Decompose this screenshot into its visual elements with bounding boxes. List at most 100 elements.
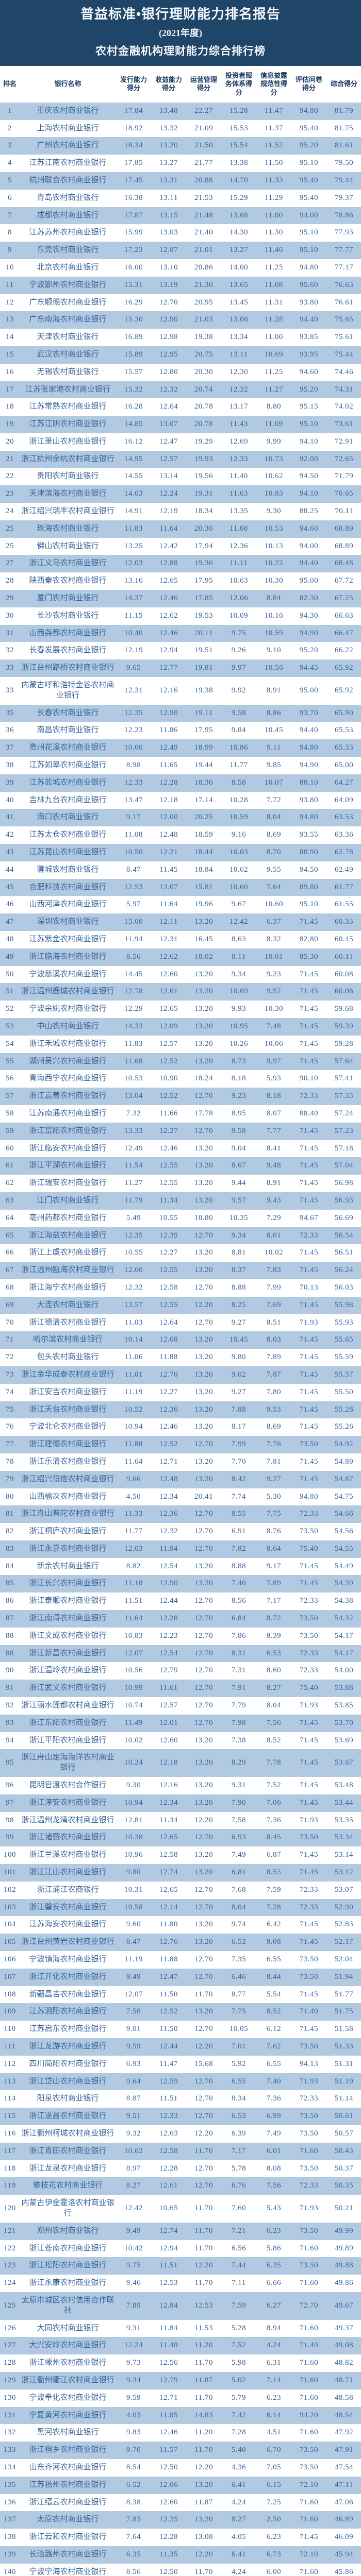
return-score-cell: 12.57: [159, 1701, 178, 1710]
return-score-cell: 13.48: [159, 106, 178, 115]
operations-score-cell: 13.20: [194, 2480, 214, 2489]
bank-name-cell: 浙江瑞安农村商业银行: [29, 1179, 107, 1188]
investor-service-score-cell: 8.25: [231, 1300, 247, 1309]
return-score-cell: 12.23: [159, 1631, 178, 1640]
investor-service-score-cell: 10.95: [229, 1022, 249, 1030]
comprehensive-score-cell: 55.59: [334, 1353, 354, 1362]
questionnaire-score-cell: 71.60: [299, 2515, 319, 2524]
investor-service-score-cell: 7.90: [231, 1798, 247, 1807]
table-row: 121 郑州农村商业银行 9.49 12.74 11.70 7.21 6.23 73.50 49…: [0, 2222, 361, 2240]
bank-name-cell: 广东南海农村商业银行: [29, 315, 107, 324]
table-row: 74 浙江安吉农村商业银行 11.19 12.27 13.20 9.27 7.80 71.45…: [0, 1383, 361, 1401]
bank-name-cell: 浙江松阳农村商业银行: [29, 2261, 107, 2270]
operations-score-cell: 12.70: [194, 2112, 214, 2121]
issuance-score-cell: 9.70: [126, 2446, 141, 2454]
rank-cell: 102: [4, 1885, 16, 1894]
operations-score-cell: 13.08: [194, 2533, 214, 2541]
table-row: 63 江门农村商业银行 11.79 11.34 13.20 9.57 9.43 71.45 56…: [0, 1192, 361, 1210]
table-row: 56 青海西宁农村商业银行 10.53 10.90 18.24 8.18 5.93 90.10…: [0, 1070, 361, 1088]
bank-name-cell: 浙江建德农村商业银行: [29, 1440, 107, 1449]
table-row: 138 浙江云和农村商业银行 7.64 12.28 13.08 4.05 6.23 71.45…: [0, 2529, 361, 2546]
questionnaire-score-cell: 93.80: [299, 795, 319, 804]
comprehensive-score-cell: 66.47: [334, 629, 354, 637]
operations-score-cell: 12.70: [194, 1885, 214, 1894]
disclosure-score-cell: 11.52: [265, 141, 283, 150]
rank-cell: 62: [6, 1179, 14, 1188]
disclosure-score-cell: 11.29: [265, 193, 283, 202]
comprehensive-score-cell: 55.28: [334, 1405, 354, 1414]
operations-score-cell: 13.20: [194, 1335, 214, 1344]
comprehensive-score-cell: 55.65: [334, 1335, 354, 1344]
issuance-score-cell: 12.24: [124, 2341, 143, 2350]
questionnaire-score-cell: 71.45: [299, 1405, 319, 1414]
issuance-score-cell: 10.83: [124, 1631, 143, 1640]
bank-name-cell: 海口农村商业银行: [37, 813, 99, 822]
issuance-score-cell: 15.89: [124, 350, 143, 359]
questionnaire-score-cell: 95.10: [299, 246, 319, 255]
questionnaire-score-cell: 94.67: [299, 1213, 319, 1222]
operations-score-cell: 11.70: [194, 2146, 213, 2155]
comprehensive-score-cell: 54.66: [334, 1510, 354, 1518]
comprehensive-score-cell: 55.26: [334, 1422, 354, 1431]
issuance-score-cell: 9.75: [126, 2261, 141, 2270]
return-score-cell: 12.61: [159, 2181, 178, 2190]
investor-service-score-cell: 7.79: [231, 1701, 247, 1710]
disclosure-score-cell: 6.01: [266, 2146, 282, 2155]
table-body: 1 重庆农村商业银行 17.84 13.48 22.27 15.28 11.47 94.80 8…: [0, 102, 361, 2576]
operations-score-cell: 11.70: [194, 2244, 213, 2252]
rank-cell: 80: [6, 1492, 14, 1501]
table-row: 88 浙江新昌农村商业银行 12.07 12.54 12.70 8.31 6.53 72.33…: [0, 1645, 361, 1663]
table-row: 4 江苏江南农村商业银行 17.85 13.27 21.77 13.38 11.50 95.1…: [0, 155, 361, 172]
issuance-score-cell: 13.47: [124, 795, 143, 804]
disclosure-score-cell: 6.66: [266, 2279, 282, 2287]
investor-service-score-cell: 8.95: [231, 1109, 247, 1117]
operations-score-cell: 13.20: [194, 1781, 214, 1790]
questionnaire-score-cell: 95.20: [299, 646, 319, 655]
investor-service-score-cell: 9.34: [231, 970, 247, 978]
bank-name-cell: 浙江丽水莲都农村商业银行: [21, 1701, 114, 1710]
table-row: 33 内蒙古呼和浩特金谷农村商业银行 12.31 12.16 19.38 9.92 8.91…: [0, 677, 361, 705]
issuance-score-cell: 5.49: [126, 1213, 141, 1222]
comprehensive-score-cell: 52.83: [334, 1920, 354, 1929]
rank-cell: 65: [6, 1231, 14, 1240]
questionnaire-score-cell: 94.10: [299, 489, 319, 498]
operations-score-cell: 12.70: [194, 1631, 214, 1640]
operations-score-cell: 19.38: [194, 333, 214, 342]
operations-score-cell: 12.20: [194, 2042, 214, 2050]
comprehensive-score-cell: 51.75: [334, 2007, 354, 2016]
table-row: 68 浙江海宁农村商业银行 12.32 12.58 12.70 8.88 7.99 70.13…: [0, 1279, 361, 1297]
table-row: 23 天津滨海农村商业银行 14.03 12.24 19.31 11.63 10.83 94.…: [0, 485, 361, 503]
table-row: 16 无锡农村商业银行 15.57 12.80 20.30 12.30 11.25 94.60…: [0, 363, 361, 381]
investor-service-score-cell: 9.80: [231, 1353, 247, 1362]
return-score-cell: 12.36: [159, 1510, 178, 1518]
table-row: 95 浙江舟山定海海洋农村商业银行 10.24 12.18 13.20 8.29 7.78 7…: [0, 1749, 361, 1777]
issuance-score-cell: 11.49: [124, 1718, 143, 1727]
operations-score-cell: 19.96: [194, 900, 214, 909]
questionnaire-score-cell: 95.20: [299, 385, 319, 394]
issuance-score-cell: 11.19: [124, 1387, 143, 1396]
comprehensive-score-cell: 51.33: [334, 2042, 354, 2050]
disclosure-score-cell: 4.51: [266, 2428, 282, 2437]
investor-service-score-cell: 6.53: [231, 2112, 247, 2121]
rank-cell: 23: [6, 489, 14, 498]
rank-cell: 37: [6, 743, 14, 752]
operations-score-cell: 20.74: [194, 385, 214, 394]
operations-score-cell: 13.20: [194, 1736, 214, 1744]
table-row: 97 浙江淳安农村商业银行 10.94 12.34 13.20 7.90 7.06 71.45…: [0, 1794, 361, 1812]
return-score-cell: 11.65: [159, 761, 178, 770]
bank-name-cell: 浙江温州龙湾农村商业银行: [21, 1816, 114, 1824]
table-row: 10 北京农村商业银行 16.00 13.10 20.86 14.00 11.25 94.80…: [0, 259, 361, 277]
rank-cell: 50: [6, 970, 14, 978]
investor-service-score-cell: 5.02: [231, 2376, 247, 2384]
questionnaire-score-cell: 71.45: [299, 1196, 319, 1205]
comprehensive-score-cell: 61.55: [334, 900, 354, 909]
issuance-score-cell: 10.38: [124, 1833, 143, 1842]
comprehensive-score-cell: 49.67: [334, 2301, 354, 2310]
operations-score-cell: 13.20: [194, 1387, 214, 1396]
comprehensive-score-cell: 51.31: [334, 2059, 354, 2068]
comprehensive-score-cell: 52.90: [334, 1903, 354, 1911]
return-score-cell: 12.34: [159, 1492, 178, 1501]
rank-cell: 137: [4, 2515, 16, 2524]
comprehensive-score-cell: 75.65: [334, 315, 354, 324]
investor-service-score-cell: 8.55: [231, 1510, 247, 1518]
